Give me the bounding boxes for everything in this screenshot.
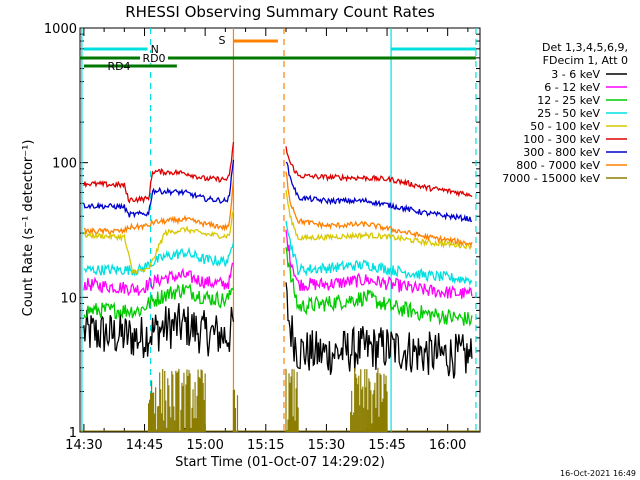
- legend-header-line2: FDecim 1, Att 0: [543, 54, 628, 67]
- x-tick-label: 15:30: [308, 438, 345, 453]
- x-tick-label: 15:45: [368, 438, 405, 453]
- flag-label-rd0: RD0: [142, 52, 165, 65]
- legend-entry-label: 12 - 25 keV: [537, 94, 600, 107]
- y-tick-label: 1: [69, 426, 77, 441]
- y-tick-label: 100: [52, 157, 77, 172]
- x-tick-label: 14:30: [65, 438, 102, 453]
- series-line: [285, 189, 473, 251]
- series-line: [83, 303, 235, 359]
- legend-entry-label: 50 - 100 keV: [530, 120, 600, 133]
- legend-entry-label: 6 - 12 keV: [544, 81, 600, 94]
- y-axis-label: Count Rate (s⁻¹ detector⁻¹): [21, 140, 36, 317]
- x-tick-label: 15:00: [186, 438, 223, 453]
- flag-label-s: S: [218, 34, 225, 47]
- x-tick-label: 14:45: [126, 438, 163, 453]
- x-tick-label: 16:00: [429, 438, 466, 453]
- y-tick-label: 10: [60, 291, 77, 306]
- plot-timestamp: 16-Oct-2021 16:49: [560, 469, 636, 478]
- legend-entry-label: 7000 - 15000 keV: [502, 172, 600, 185]
- series-line: [285, 247, 473, 327]
- y-tick-label: 1000: [44, 22, 77, 37]
- legend-entry-label: 100 - 300 keV: [523, 133, 600, 146]
- series-line: [285, 282, 473, 379]
- series-line: [83, 283, 235, 320]
- plot-area: 1 10 100 1000 14:30 14:45 15:00 15:15 15:30 15:45…: [44, 22, 481, 453]
- series-line: [83, 262, 234, 297]
- series-line: [285, 146, 473, 198]
- series-line: [285, 171, 473, 248]
- x-axis-label: Start Time (01-Oct-07 14:29:02): [175, 455, 385, 470]
- legend-entry-label: 3 - 6 keV: [551, 68, 600, 81]
- legend-header-line1: Det 1,3,4,5,6,9,: [542, 41, 628, 54]
- plot-frame: [79, 27, 481, 433]
- series-line: [83, 210, 235, 276]
- series-line: [83, 142, 235, 204]
- flag-label-n: N: [151, 43, 159, 56]
- series-line: [285, 220, 473, 286]
- series-line: [83, 180, 235, 236]
- series-line: [83, 159, 235, 219]
- flag-label-bg: [140, 53, 168, 63]
- legend-entry-label: 25 - 50 keV: [537, 107, 600, 120]
- flag-label-rd4: RD4: [107, 60, 130, 73]
- series-line: [285, 229, 473, 299]
- legend-entry-label: 800 - 7000 keV: [516, 159, 600, 172]
- legend: Det 1,3,4,5,6,9, FDecim 1, Att 0 3 - 6 k…: [502, 41, 628, 185]
- legend-entry-label: 300 - 800 keV: [523, 146, 600, 159]
- chart-title: RHESSI Observing Summary Count Rates: [125, 3, 435, 21]
- series-line: [285, 161, 473, 223]
- series-line: [83, 241, 235, 277]
- x-tick-label: 15:15: [247, 438, 284, 453]
